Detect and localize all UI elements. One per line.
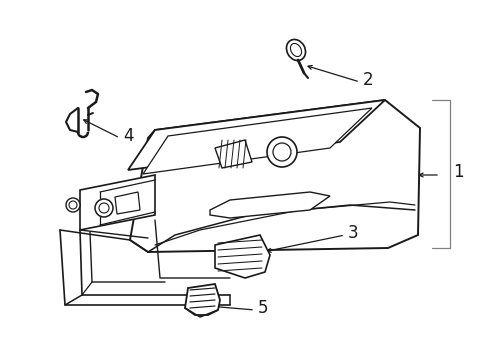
Text: 1: 1 (452, 163, 463, 181)
Polygon shape (128, 100, 384, 170)
Circle shape (66, 198, 80, 212)
Polygon shape (115, 192, 140, 214)
Text: 2: 2 (362, 71, 373, 89)
Polygon shape (130, 100, 419, 252)
Ellipse shape (286, 40, 305, 60)
Polygon shape (215, 140, 251, 168)
Polygon shape (209, 192, 329, 218)
Polygon shape (215, 235, 269, 278)
Polygon shape (142, 108, 371, 174)
Text: 4: 4 (123, 127, 133, 145)
Circle shape (95, 199, 113, 217)
Polygon shape (80, 175, 155, 230)
Circle shape (266, 137, 296, 167)
Text: 5: 5 (258, 299, 268, 317)
Text: 3: 3 (347, 224, 358, 242)
Polygon shape (184, 284, 220, 315)
